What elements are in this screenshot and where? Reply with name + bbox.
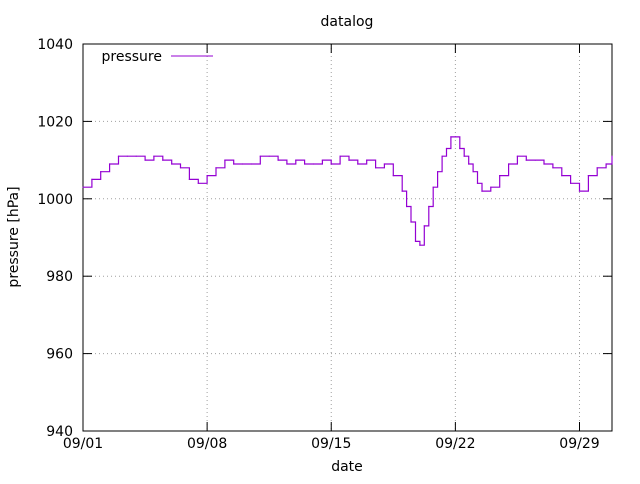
data-point xyxy=(242,163,244,165)
data-point xyxy=(499,175,501,177)
data-point xyxy=(423,225,425,227)
data-point xyxy=(286,163,288,165)
data-point xyxy=(596,167,598,169)
x-tick-label: 09/29 xyxy=(559,436,599,452)
x-tick-label: 09/15 xyxy=(311,436,351,452)
data-point xyxy=(437,171,439,173)
data-point xyxy=(516,155,519,157)
data-point xyxy=(109,163,111,165)
data-point xyxy=(445,147,448,150)
data-point xyxy=(578,190,581,192)
data-point xyxy=(490,186,492,188)
data-point xyxy=(611,155,613,157)
data-point xyxy=(135,155,137,157)
data-point xyxy=(534,159,536,161)
y-tick-label: 1040 xyxy=(37,37,73,53)
y-tick-label: 960 xyxy=(46,347,73,363)
data-point xyxy=(508,163,510,165)
data-point xyxy=(383,163,385,165)
x-tick-label: 09/01 xyxy=(63,436,103,452)
data-point xyxy=(82,186,84,188)
data-point xyxy=(463,155,465,157)
data-point xyxy=(357,163,359,165)
data-point xyxy=(250,163,253,165)
data-point xyxy=(406,205,408,208)
data-point xyxy=(259,155,261,157)
data-point xyxy=(153,155,155,157)
data-point xyxy=(401,190,403,192)
data-point xyxy=(188,178,190,180)
data-point xyxy=(454,136,456,138)
data-point xyxy=(459,147,461,150)
data-point xyxy=(144,159,146,161)
data-point xyxy=(91,178,93,180)
data-point xyxy=(587,175,590,177)
axis-ticks: 940 960 980 1000 1020 1040 09/01 09/08 09/15 09/2… xyxy=(37,37,612,452)
data-point xyxy=(375,167,377,169)
data-point xyxy=(525,159,527,161)
data-point xyxy=(552,167,554,169)
chart-title: datalog xyxy=(321,14,374,30)
data-point xyxy=(468,163,470,165)
x-tick-label: 09/22 xyxy=(435,436,475,452)
data-point xyxy=(330,163,332,165)
x-tick-label: 09/08 xyxy=(187,436,227,452)
data-point xyxy=(450,136,452,138)
data-point xyxy=(605,163,607,165)
y-tick-label: 1020 xyxy=(37,114,73,130)
data-point xyxy=(410,221,412,223)
data-point xyxy=(321,159,323,161)
data-point xyxy=(348,159,350,161)
series-layer xyxy=(82,136,613,246)
data-point xyxy=(481,190,483,192)
data-point xyxy=(339,155,341,157)
data-point xyxy=(472,171,474,173)
x-axis-label: date xyxy=(331,459,363,475)
data-point xyxy=(414,240,417,242)
data-point xyxy=(100,171,102,173)
y-tick-label: 1000 xyxy=(37,192,73,208)
pressure-series-line xyxy=(83,136,613,246)
y-tick-label: 980 xyxy=(46,269,73,285)
data-point xyxy=(224,159,226,161)
data-point xyxy=(441,155,443,157)
data-point xyxy=(432,186,434,188)
data-point xyxy=(277,159,279,161)
data-point xyxy=(570,182,572,184)
data-point xyxy=(295,159,297,161)
data-point xyxy=(561,175,563,177)
data-point xyxy=(117,155,120,157)
legend: pressure xyxy=(102,49,213,65)
data-point xyxy=(233,163,235,165)
data-point xyxy=(366,159,368,161)
y-tick-label: 940 xyxy=(46,424,73,440)
data-point xyxy=(312,163,315,165)
data-point xyxy=(215,167,217,169)
data-point xyxy=(268,155,270,157)
data-point xyxy=(304,163,306,165)
data-point xyxy=(428,205,430,208)
data-point xyxy=(206,175,208,177)
data-point xyxy=(419,244,421,246)
data-point xyxy=(162,159,164,161)
y-axis-label: pressure [hPa] xyxy=(6,186,22,287)
data-point xyxy=(476,182,479,184)
data-point xyxy=(126,155,128,157)
plot-frame xyxy=(82,43,613,432)
data-point xyxy=(197,182,199,184)
legend-label: pressure xyxy=(102,49,162,65)
data-point xyxy=(392,175,394,177)
data-point xyxy=(543,163,545,165)
data-point xyxy=(171,163,173,165)
grid-lines xyxy=(83,44,612,431)
data-point xyxy=(179,167,182,169)
